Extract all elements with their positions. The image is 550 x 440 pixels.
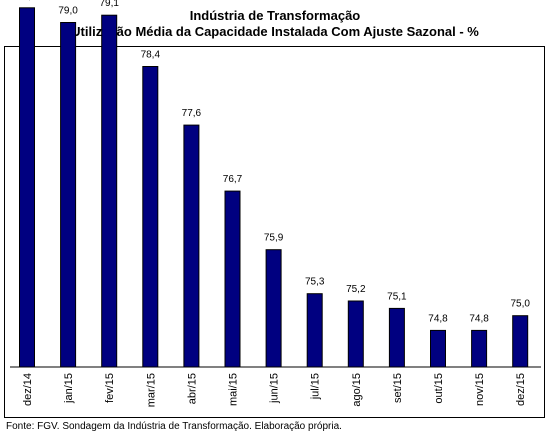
value-label: 75,2	[346, 284, 366, 295]
source-note: Fonte: FGV. Sondagem da Indústria de Tra…	[6, 421, 342, 432]
bar-ago-15	[347, 300, 364, 368]
chart-subtitle: Utilização Média da Capacidade Instalada…	[71, 24, 479, 39]
value-label: 75,3	[305, 277, 325, 288]
bar-set-15	[388, 307, 405, 368]
bar-jan-15	[60, 22, 77, 368]
bar-out-15	[430, 329, 446, 368]
bar-abr-15	[183, 124, 200, 368]
bar-jul-15	[306, 293, 323, 368]
x-tick-label: set/15	[392, 373, 404, 403]
bar-mai-15	[224, 190, 241, 368]
chart-title: Indústria de Transformação	[189, 8, 361, 23]
bar-mar-15	[142, 66, 159, 368]
bar-dez-14	[19, 7, 35, 368]
x-tick-label: abr/15	[186, 373, 198, 404]
value-label: 77,6	[182, 108, 202, 119]
bar-nov-15	[471, 329, 488, 368]
value-label: 74,8	[469, 313, 489, 324]
value-label: 75,0	[510, 299, 530, 310]
value-label: 75,9	[264, 233, 284, 244]
x-tick-label: mar/15	[145, 373, 157, 407]
x-tick-label: jun/15	[269, 373, 281, 404]
x-tick-label: dez/14	[22, 373, 34, 406]
bar-chart: 79,2 dez/14 79,0 jan/15 79,1 fev/15 78,4 mar/15…	[10, 0, 541, 407]
value-label: 79,1	[99, 0, 119, 9]
x-tick-label: nov/15	[474, 373, 486, 406]
x-tick-label: dez/15	[515, 373, 527, 406]
plot-frame	[4, 46, 545, 418]
bar-jun-15	[265, 249, 282, 368]
value-label: 79,2	[17, 0, 37, 2]
x-tick-label: out/15	[433, 373, 445, 404]
value-label: 78,4	[141, 50, 161, 61]
bar-dez-15	[512, 315, 529, 368]
value-label: 76,7	[223, 174, 243, 185]
x-tick-label: jul/15	[310, 373, 322, 400]
x-tick-label: jan/15	[63, 373, 75, 404]
x-tick-label: mai/15	[228, 373, 240, 406]
x-tick-label: fev/15	[104, 373, 116, 403]
x-tick-label: ago/15	[351, 373, 363, 407]
value-label: 79,0	[58, 6, 78, 17]
value-label: 75,1	[387, 291, 407, 302]
bar-fev-15	[101, 14, 118, 368]
value-label: 74,8	[428, 313, 448, 324]
